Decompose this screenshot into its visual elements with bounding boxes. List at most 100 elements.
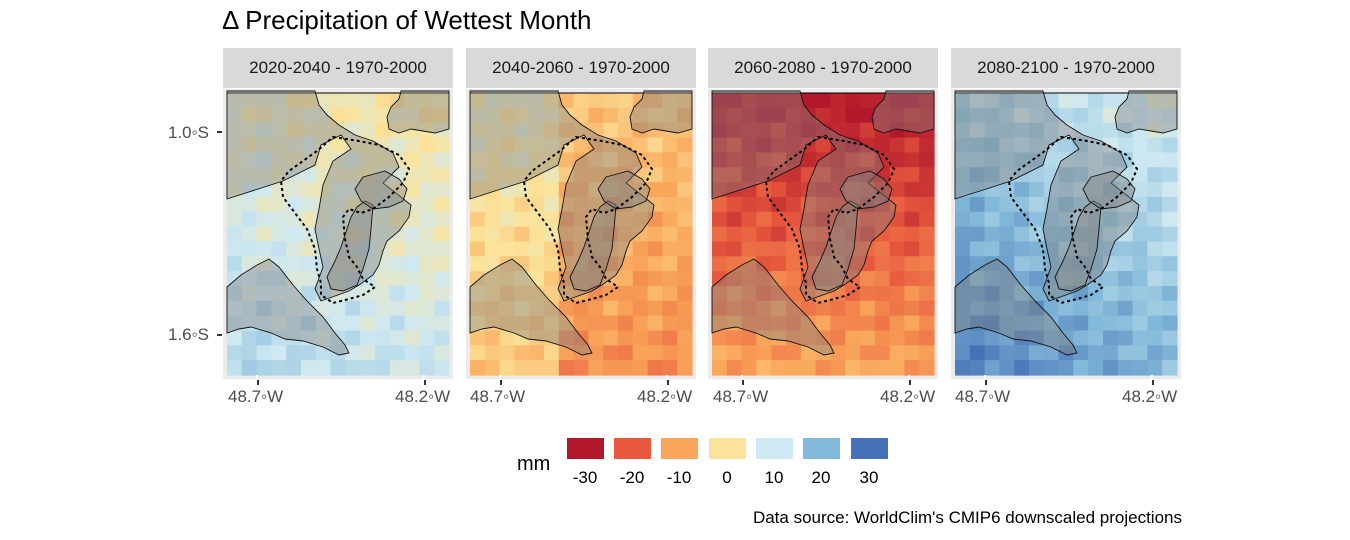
x-tick-label: 48.2◦W — [1122, 387, 1178, 406]
raster-cell — [632, 315, 649, 332]
raster-cell — [588, 241, 604, 257]
raster-cell — [315, 107, 332, 124]
raster-cell — [1132, 360, 1148, 376]
raster-cell — [1088, 300, 1104, 317]
raster-cell — [389, 241, 406, 257]
raster-cell — [1147, 93, 1163, 109]
raster-cell — [647, 330, 663, 346]
raster-cell — [256, 226, 272, 243]
raster-cell — [330, 137, 346, 153]
raster-cell — [470, 211, 486, 228]
legend-label: 20 — [811, 468, 831, 487]
raster-cell — [1132, 196, 1148, 213]
raster-cell — [514, 107, 530, 124]
raster-cell — [984, 330, 1000, 346]
raster-cell — [1132, 315, 1148, 332]
raster-cell — [1073, 345, 1089, 361]
raster-cell — [227, 93, 243, 109]
raster-cell — [874, 137, 891, 153]
raster-cell — [741, 107, 757, 124]
raster-cell — [1147, 152, 1163, 168]
raster-cell — [499, 360, 515, 376]
raster-cell — [662, 285, 678, 302]
x-tick-mark — [667, 380, 669, 385]
raster-cell — [375, 211, 391, 228]
raster-cell — [889, 137, 905, 153]
raster-cell — [677, 285, 693, 302]
raster-cell — [434, 226, 450, 243]
raster-cell — [786, 211, 802, 228]
raster-cell — [573, 315, 589, 332]
raster-cell — [603, 285, 619, 302]
raster-cell — [647, 256, 663, 272]
raster-cell — [1117, 196, 1134, 213]
raster-cell — [360, 315, 376, 332]
raster-cell — [241, 360, 258, 376]
raster-cell — [227, 300, 243, 317]
raster-cell — [544, 211, 560, 228]
raster-cell — [1043, 256, 1060, 272]
raster-cell — [712, 241, 728, 257]
raster-cell — [771, 300, 787, 317]
raster-cell — [301, 167, 317, 183]
raster-cell — [904, 360, 920, 376]
raster-cell — [632, 167, 649, 183]
raster-cell — [470, 107, 486, 124]
raster-cell — [919, 241, 935, 257]
raster-cell — [1147, 182, 1163, 198]
raster-cell — [845, 167, 861, 183]
raster-cell — [1147, 226, 1163, 243]
x-tick-mark — [909, 380, 911, 385]
x-tick-mark — [1152, 380, 1154, 385]
raster-cell — [544, 271, 560, 287]
raster-cell — [904, 182, 920, 198]
raster-cell — [984, 360, 1000, 376]
raster-cell — [1147, 285, 1163, 302]
raster-cell — [484, 107, 501, 124]
raster-cell — [904, 93, 920, 109]
raster-cell — [286, 182, 302, 198]
raster-cell — [1103, 345, 1119, 361]
facet-strip-label: 2040-2060 - 1970-2000 — [466, 48, 696, 88]
raster-cell — [984, 285, 1000, 302]
raster-cell — [1029, 300, 1045, 317]
raster-cell — [301, 182, 317, 198]
raster-cell — [227, 241, 243, 257]
raster-cell — [419, 226, 435, 243]
raster-cell — [419, 315, 435, 332]
raster-cell — [677, 107, 693, 124]
raster-cell — [1103, 315, 1119, 332]
raster-cell — [419, 360, 435, 376]
raster-cell — [969, 271, 986, 287]
raster-cell — [360, 167, 376, 183]
raster-cell — [434, 271, 450, 287]
raster-cell — [588, 330, 604, 346]
raster-cell — [771, 271, 787, 287]
raster-cell — [1162, 93, 1178, 109]
raster-cell — [301, 300, 317, 317]
raster-cell — [1029, 241, 1045, 257]
raster-cell — [301, 152, 317, 168]
raster-cell — [470, 360, 486, 376]
raster-cell — [955, 345, 971, 361]
raster-cell — [662, 182, 678, 198]
x-tick-mark — [424, 380, 426, 385]
raster-cell — [1103, 285, 1119, 302]
raster-cell — [800, 211, 817, 228]
raster-cell — [227, 211, 243, 228]
raster-cell — [786, 285, 802, 302]
raster-cell — [845, 300, 861, 317]
raster-cell — [955, 315, 971, 332]
raster-cell — [889, 196, 905, 213]
raster-cell — [470, 137, 486, 153]
raster-cell — [677, 211, 693, 228]
raster-cell — [315, 226, 332, 243]
raster-cell — [301, 241, 317, 257]
raster-cell — [588, 300, 604, 317]
raster-cell — [815, 137, 831, 153]
raster-cell — [647, 182, 663, 198]
raster-cell — [756, 300, 772, 317]
raster-cell — [815, 241, 831, 257]
raster-cell — [514, 241, 530, 257]
raster-cell — [1162, 285, 1178, 302]
